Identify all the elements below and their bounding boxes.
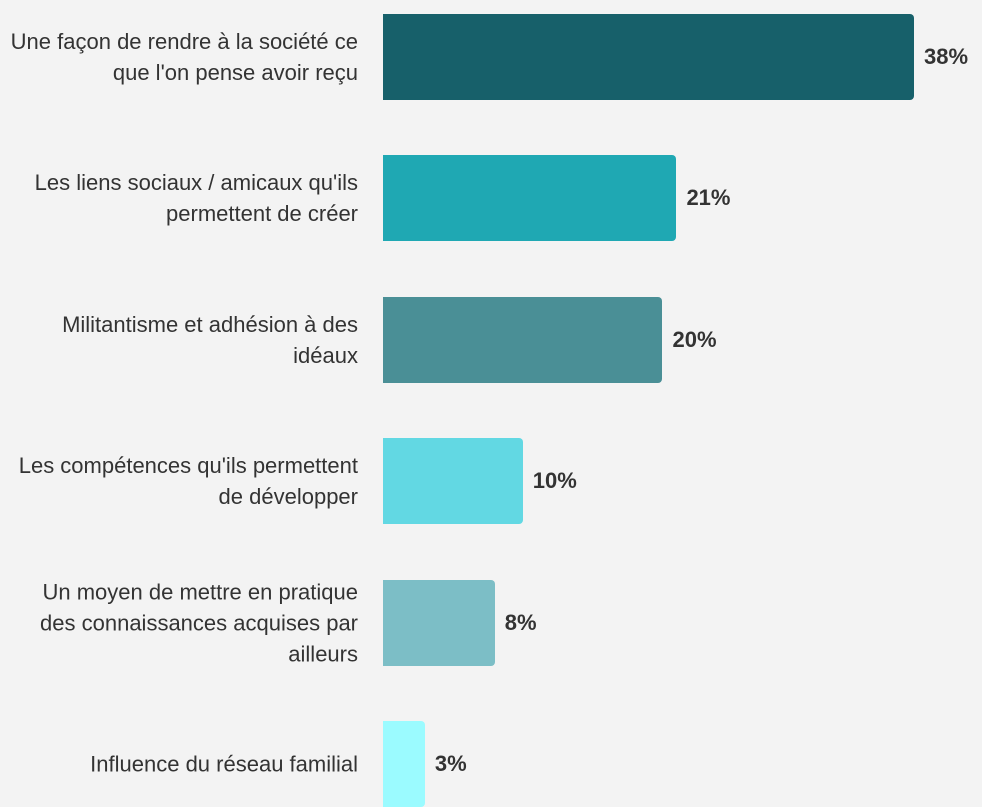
value-label: 8%	[504, 609, 537, 635]
category-label: Militantisme et adhésion à des idéaux	[62, 311, 358, 368]
category-label: Une façon de rendre à la société ce que …	[10, 29, 358, 85]
category-label: Les liens sociaux / amicaux qu'ils perme…	[34, 170, 358, 227]
category-label: Les compétences qu'ils permettent de dév…	[18, 453, 358, 510]
bar	[383, 579, 495, 666]
category-label: Un moyen de mettre en pratique des conna…	[40, 579, 358, 667]
value-label: 21%	[686, 185, 731, 211]
value-label: 10%	[532, 468, 577, 494]
bar	[383, 721, 425, 807]
category-label: Influence du réseau familial	[90, 751, 358, 777]
bar	[383, 155, 677, 242]
value-label: 20%	[672, 326, 717, 352]
bar	[383, 14, 914, 100]
bar	[383, 296, 663, 383]
value-label: 3%	[434, 751, 467, 776]
bar	[383, 438, 523, 525]
value-label: 38%	[924, 44, 969, 69]
